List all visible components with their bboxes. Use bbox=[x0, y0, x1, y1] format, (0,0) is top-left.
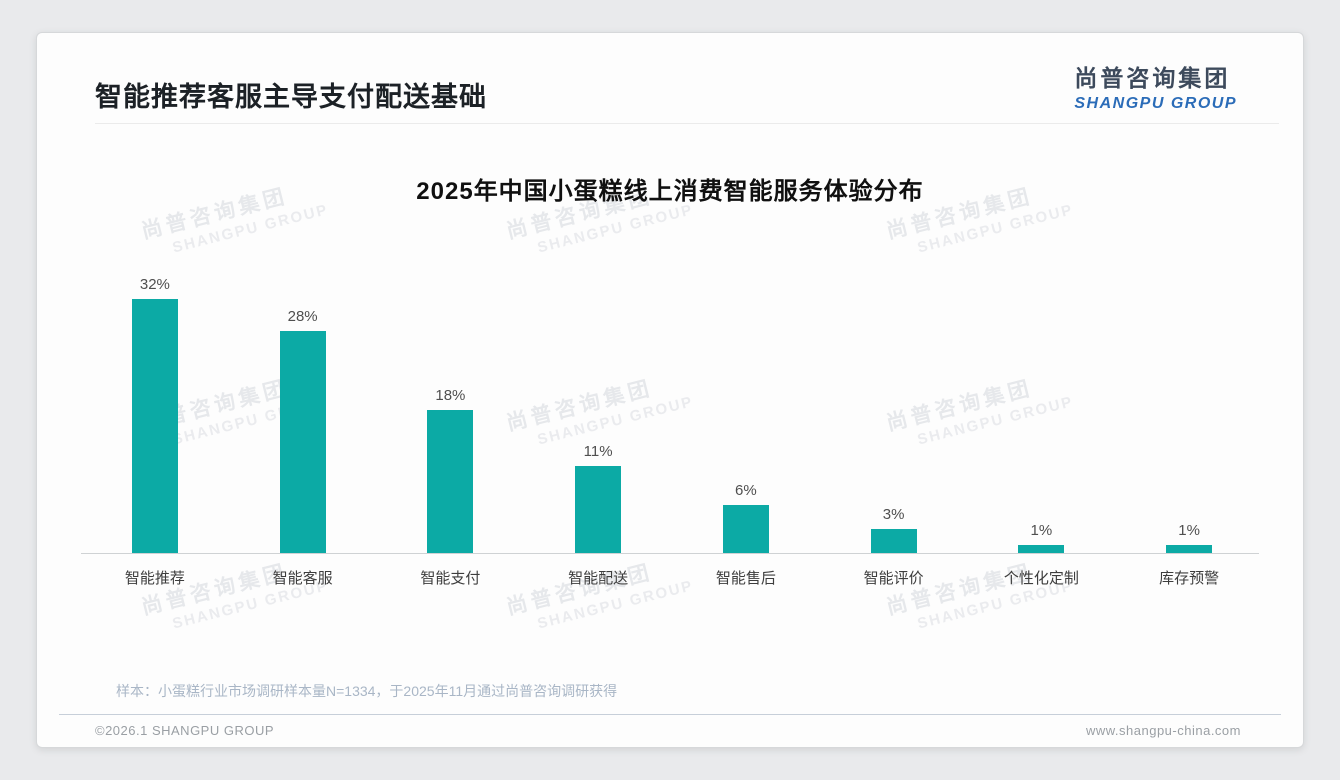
bar-column: 1% bbox=[1115, 259, 1263, 553]
bar-column: 28% bbox=[229, 259, 377, 553]
logo-english-name: SHANGPU GROUP bbox=[1074, 95, 1237, 112]
slide-card: 尚普咨询集团 SHANGPU GROUP 尚普咨询集团 SHANGPU GROUP 尚普… bbox=[36, 32, 1304, 748]
chart-title: 2025年中国小蛋糕线上消费智能服务体验分布 bbox=[416, 178, 924, 205]
category-row: 智能推荐 智能客服 智能支付 智能配送 智能售后 智能评价 个性化定制 库存预警 bbox=[81, 567, 1263, 588]
category-label: 智能评价 bbox=[863, 570, 924, 587]
bar-column: 18% bbox=[377, 259, 525, 553]
x-axis-line bbox=[81, 553, 1259, 554]
category-label: 库存预警 bbox=[1159, 570, 1220, 587]
logo-chinese-name: 尚普咨询集团 bbox=[1074, 65, 1231, 91]
watermark: 尚普咨询集团 SHANGPU GROUP bbox=[884, 560, 1076, 633]
bar-value-label: 3% bbox=[882, 506, 905, 523]
company-logo: 尚普咨询集团 SHANGPU GROUP bbox=[1074, 59, 1237, 113]
footer-divider bbox=[59, 714, 1281, 715]
category-label: 智能配送 bbox=[568, 570, 629, 587]
bar bbox=[427, 410, 474, 553]
bar bbox=[575, 466, 622, 553]
bar-value-label: 6% bbox=[735, 482, 757, 499]
bar-value-label: 1% bbox=[1178, 522, 1200, 539]
watermark: 尚普咨询集团 SHANGPU GROUP bbox=[139, 560, 331, 633]
page-title: 智能推荐客服主导支付配送基础 bbox=[95, 82, 487, 112]
bar bbox=[722, 505, 769, 553]
category-label: 智能推荐 bbox=[124, 570, 185, 587]
bar-column: 32% bbox=[81, 259, 229, 553]
bar-value-label: 28% bbox=[287, 308, 318, 325]
bar-value-label: 11% bbox=[583, 443, 613, 460]
bar bbox=[870, 529, 917, 553]
bar bbox=[1166, 545, 1213, 553]
category-label: 智能售后 bbox=[715, 570, 776, 587]
bar-value-label: 32% bbox=[139, 276, 170, 293]
bar-column: 6% bbox=[672, 259, 820, 553]
bar-column: 1% bbox=[968, 259, 1116, 553]
footer-website: www.shangpu-china.com bbox=[1085, 723, 1241, 738]
category-label: 个性化定制 bbox=[1003, 570, 1079, 587]
sample-footnote: 样本：小蛋糕行业市场调研样本量N=1334，于2025年11月通过尚普咨询调研获… bbox=[116, 683, 618, 699]
category-label: 智能支付 bbox=[420, 570, 481, 587]
category-label: 智能客服 bbox=[272, 570, 333, 587]
watermark: 尚普咨询集团 SHANGPU GROUP bbox=[504, 560, 696, 633]
bar-column: 3% bbox=[820, 259, 968, 553]
bar-column: 11% bbox=[524, 259, 672, 553]
footer-copyright: ©2026.1 SHANGPU GROUP bbox=[95, 723, 275, 738]
bar-value-label: 1% bbox=[1030, 522, 1053, 539]
bar-value-label: 18% bbox=[435, 387, 466, 404]
bar bbox=[1018, 545, 1065, 553]
bar bbox=[279, 331, 326, 553]
bar bbox=[131, 299, 178, 553]
bar-plot: 32% 28% 18% 11% 6% 3% 1% 1% bbox=[81, 259, 1263, 553]
header-divider bbox=[95, 123, 1279, 124]
